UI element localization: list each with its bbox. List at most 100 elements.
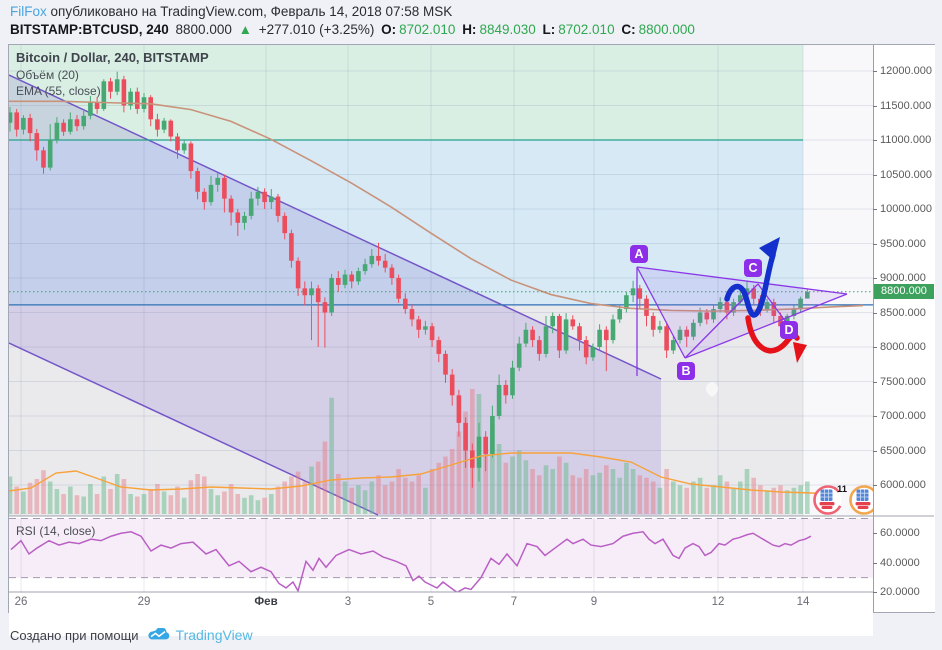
volume-bar xyxy=(208,489,214,514)
volume-ma20-line[interactable] xyxy=(9,452,832,495)
pattern-label-D[interactable]: D xyxy=(780,321,798,339)
candle-body xyxy=(108,81,113,92)
descending-channel-fill[interactable] xyxy=(9,75,661,515)
candle-body xyxy=(597,329,602,347)
candle-body xyxy=(382,260,388,268)
volume-bar xyxy=(309,466,314,514)
candle-body xyxy=(202,191,207,203)
volume-bar xyxy=(228,484,234,514)
candle-body xyxy=(215,177,220,185)
idea-badge[interactable]: 7 xyxy=(849,484,879,515)
candle-body xyxy=(724,302,730,313)
candle-body xyxy=(269,196,274,203)
candle-body xyxy=(637,288,643,299)
idea-badge[interactable]: 11 xyxy=(813,484,848,515)
candle-body xyxy=(295,260,301,289)
candle-body xyxy=(563,319,569,351)
pattern-label-B[interactable]: B xyxy=(677,362,695,380)
low-label: L: xyxy=(542,22,556,37)
volume-bar xyxy=(14,486,19,514)
triangle-pattern-line[interactable] xyxy=(636,266,848,295)
rsi-line[interactable] xyxy=(10,530,812,593)
volume-bar xyxy=(738,481,743,514)
candle-body xyxy=(289,233,294,261)
candle-body xyxy=(738,295,743,303)
triangle-pattern-line[interactable] xyxy=(636,266,686,359)
bullish-arrow[interactable] xyxy=(724,252,776,318)
candle-body xyxy=(27,117,33,134)
channel-lower-trendline[interactable] xyxy=(9,342,379,516)
volume-bar xyxy=(630,469,636,514)
candle-body xyxy=(21,117,26,130)
close-value: 8800.000 xyxy=(638,22,695,37)
candle-body xyxy=(101,81,107,109)
time-axis-label-14[interactable]: 14 xyxy=(796,596,810,608)
time-axis-label-7[interactable]: 7 xyxy=(510,596,518,608)
volume-bar xyxy=(537,475,542,514)
volume-bar xyxy=(289,476,294,514)
pattern-label-A[interactable]: A xyxy=(630,245,648,263)
triangle-pattern-fill[interactable] xyxy=(637,267,847,358)
time-axis-label-9[interactable]: 9 xyxy=(590,596,598,608)
volume-bar xyxy=(583,469,589,514)
idea-badge-count: 11 xyxy=(837,484,848,495)
chart-container[interactable]: 11 7 Bitcoin / Dollar, 240, BITSTAMP Объё… xyxy=(8,44,935,636)
volume-bar xyxy=(68,486,73,514)
volume-bar xyxy=(597,472,602,514)
candle-body xyxy=(604,329,609,341)
volume-bar xyxy=(322,441,328,514)
candle-body xyxy=(362,264,368,272)
rsi-pane[interactable] xyxy=(9,517,873,592)
candle-body xyxy=(456,395,462,423)
candle-body xyxy=(369,255,375,265)
main-pane[interactable]: 11 7 xyxy=(9,45,878,516)
volume-bar xyxy=(74,495,80,514)
volume-bar xyxy=(202,476,207,514)
time-axis-label-5[interactable]: 5 xyxy=(427,596,435,608)
candle-body xyxy=(543,326,549,354)
candle-body xyxy=(510,367,515,396)
volume-bar xyxy=(644,477,649,514)
volume-bar xyxy=(41,470,46,514)
volume-bar xyxy=(563,462,569,514)
volume-bar xyxy=(242,497,247,514)
candle-body xyxy=(744,288,750,296)
author-link[interactable]: FilFox xyxy=(10,4,47,19)
bearish-arrow-head xyxy=(793,342,807,363)
candle-body xyxy=(356,271,361,282)
volume-bar xyxy=(550,469,555,514)
time-axis-label-Фев[interactable]: Фев xyxy=(254,596,278,608)
volume-bar xyxy=(248,495,254,514)
candle-body xyxy=(610,319,616,341)
tradingview-brand-link[interactable]: TradingView xyxy=(175,627,253,643)
volume-bar xyxy=(155,484,160,514)
candle-body xyxy=(41,150,46,168)
volume-bar xyxy=(409,481,415,514)
idea-badge-count: 7 xyxy=(873,484,878,495)
volume-bar xyxy=(784,490,790,514)
price-chart-plot[interactable]: 11 7 xyxy=(9,45,934,612)
pattern-label-C[interactable]: C xyxy=(744,259,762,277)
time-axis-label-3[interactable]: 3 xyxy=(344,596,352,608)
volume-bar xyxy=(235,494,241,514)
candle-body xyxy=(302,288,308,296)
candle-body xyxy=(409,309,415,320)
candle-body xyxy=(336,278,341,285)
symbol-name[interactable]: BITSTAMP:BTCUSD, 240 xyxy=(10,22,169,37)
time-axis-label-29[interactable]: 29 xyxy=(137,596,151,608)
volume-bar xyxy=(758,485,763,514)
volume-bar xyxy=(691,481,696,514)
last-price: 8800.000 xyxy=(175,22,232,37)
candle-body xyxy=(644,298,649,316)
current-price-axis-label: 8800.000 xyxy=(874,284,934,299)
candle-body xyxy=(34,133,40,151)
candle-body xyxy=(376,255,381,261)
candle-body xyxy=(624,295,629,310)
volume-bar xyxy=(34,479,40,514)
time-axis-label-26[interactable]: 26 xyxy=(14,596,28,608)
volume-bar xyxy=(188,480,194,514)
candle-body xyxy=(711,309,716,320)
time-axis-label-12[interactable]: 12 xyxy=(711,596,725,608)
triangle-pattern-line[interactable] xyxy=(684,293,848,359)
candle-body xyxy=(322,302,328,313)
